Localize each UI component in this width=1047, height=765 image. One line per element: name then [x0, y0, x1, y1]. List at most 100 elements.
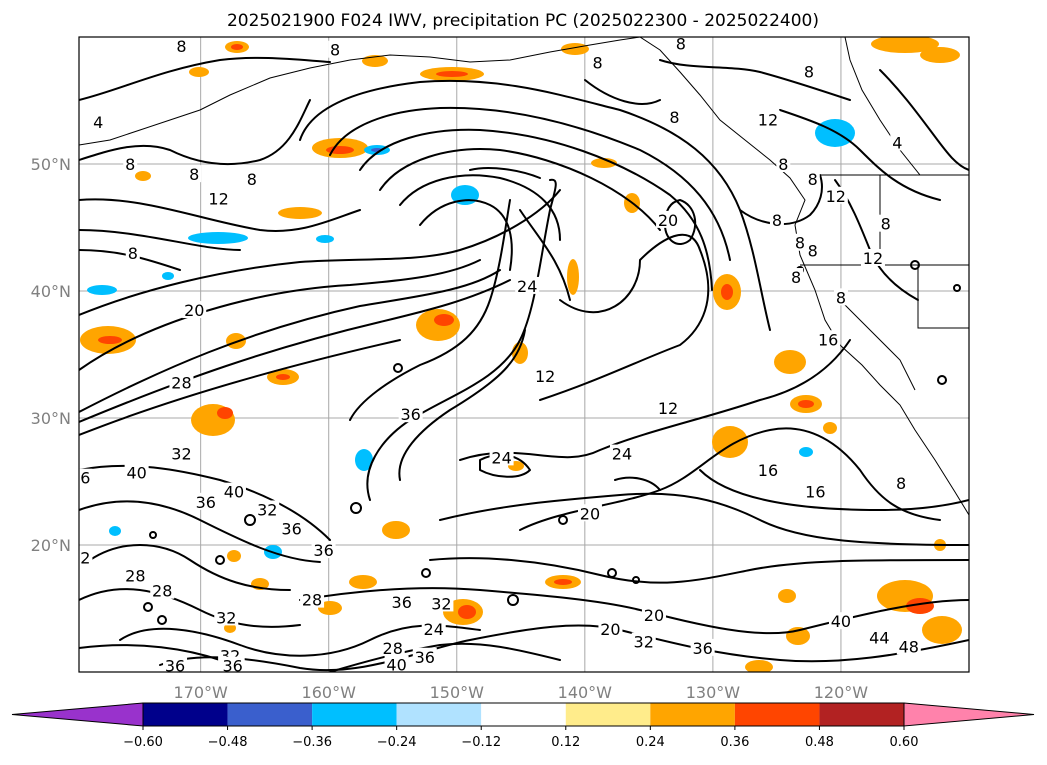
contour-label-bg [894, 473, 909, 491]
colorbar-box [819, 703, 904, 726]
contour-label-bg [805, 241, 820, 259]
contour-label: 8 [881, 215, 891, 234]
contour-label-bg [590, 53, 605, 71]
contour-label: 36 [313, 541, 333, 560]
contour-label: 12 [208, 189, 228, 208]
contour-label: 24 [612, 445, 632, 464]
contour-speckles [143, 260, 961, 625]
y-tick-label: 30°N [31, 409, 71, 428]
contour-label-bg [193, 492, 218, 510]
contour-label-bg [769, 210, 784, 228]
contour-label-bg [690, 638, 715, 656]
contour-label: 32 [634, 633, 654, 652]
contour-label: 32 [257, 500, 277, 519]
contour-label: 12 [658, 399, 678, 418]
contour-label: 8 [778, 155, 788, 174]
y-tick-label: 40°N [31, 282, 71, 301]
x-tick-label: 140°W [558, 683, 613, 702]
contour-label: 8 [795, 234, 805, 253]
contour-label-bg [598, 619, 623, 637]
x-tick-label: 120°W [814, 683, 869, 702]
iwv-contours [79, 56, 969, 672]
contour-label-bg [890, 133, 905, 151]
colorbar-tick-label: −0.48 [208, 735, 248, 750]
x-axis-tick-labels: 170°W 160°W 150°W 140°W 130°W 120°W [173, 683, 868, 702]
contour-label: 20 [580, 504, 600, 523]
contour-label: 12 [826, 187, 846, 206]
colorbar-box [396, 703, 482, 726]
colorbar-tick-label: 0.48 [805, 735, 834, 750]
contour-label-bg [673, 37, 688, 52]
x-tick-label: 170°W [173, 683, 228, 702]
contour-label-bg [833, 288, 848, 306]
contour-label-bg [311, 541, 336, 559]
contour-label-bg [123, 566, 148, 584]
contour-label-bg [221, 482, 246, 500]
contour-label: 36 [415, 648, 435, 667]
contour-label-bg [828, 612, 853, 630]
colorbar-tick-label: 0.24 [636, 735, 665, 750]
contour-label-bg [187, 165, 202, 183]
contour-label: 20 [658, 211, 678, 230]
contour-label-bg [124, 463, 149, 481]
contour-label-bg [896, 637, 921, 655]
contour-label: 36 [196, 493, 216, 512]
contour-label: 8 [836, 288, 846, 307]
contour-label-bg [816, 330, 841, 348]
contour-label-bg [389, 593, 414, 611]
contour-label-bg [412, 647, 437, 665]
contour-label-bg [878, 214, 893, 232]
contour-label: 32 [431, 594, 451, 613]
contour-label-bg [755, 461, 780, 479]
colorbar-tick-label: −0.36 [292, 735, 332, 750]
contour-label: 8 [125, 155, 135, 174]
colorbar-extend-max [903, 702, 1035, 727]
contour-label: 6 [80, 469, 90, 488]
y-axis-tick-labels: 20°N 30°N 40°N 50°N [31, 155, 71, 555]
contour-label-bg [79, 468, 93, 486]
contour-label: 32 [171, 445, 191, 464]
contour-label: 28 [125, 566, 145, 585]
contour-label-bg [279, 519, 304, 537]
contour-label: 8 [593, 53, 603, 72]
contour-label-bg [255, 500, 280, 518]
contour-label-bg [429, 594, 454, 612]
colorbar-box [734, 703, 820, 726]
contour-label: 24 [517, 277, 537, 296]
contour-label-bg [823, 186, 848, 204]
contour-label: 40 [224, 483, 244, 502]
contour-label: 8 [808, 170, 818, 189]
contour-label: 8 [669, 108, 679, 127]
colorbar-extend-min [11, 702, 144, 727]
contour-label-bg [533, 367, 558, 385]
contour-label: 24 [491, 448, 511, 467]
map-frame [78, 36, 970, 673]
contour-label: 8 [247, 170, 257, 189]
contour-label-bg [123, 155, 138, 172]
colorbar-box [481, 703, 566, 726]
contour-label: 12 [863, 249, 883, 268]
contour-label-bg [220, 656, 245, 672]
contour-label: 4 [93, 113, 103, 132]
contour-label-bg [805, 170, 820, 188]
contour-label: 16 [818, 330, 838, 349]
contour-label: 32 [216, 608, 236, 627]
contour-label: 28 [383, 639, 403, 658]
contour-label-bg [398, 405, 423, 423]
contour-label-bg [515, 276, 540, 294]
contour-label-bg [577, 504, 602, 522]
contour-label-bg [631, 632, 656, 650]
contour-label-bg [79, 548, 93, 566]
contour-label-bg [776, 155, 791, 172]
contour-label: 20 [600, 620, 620, 639]
contour-label: 40 [831, 612, 851, 631]
contour-label: 8 [128, 244, 138, 263]
contour-label-bg [609, 444, 634, 462]
contour-label: 36 [165, 657, 185, 676]
contour-label-bg [384, 655, 409, 672]
contour-label: 8 [896, 474, 906, 493]
contour-label-bg [641, 605, 666, 623]
colorbar-box [227, 703, 313, 726]
contour-label-bg [214, 608, 239, 626]
